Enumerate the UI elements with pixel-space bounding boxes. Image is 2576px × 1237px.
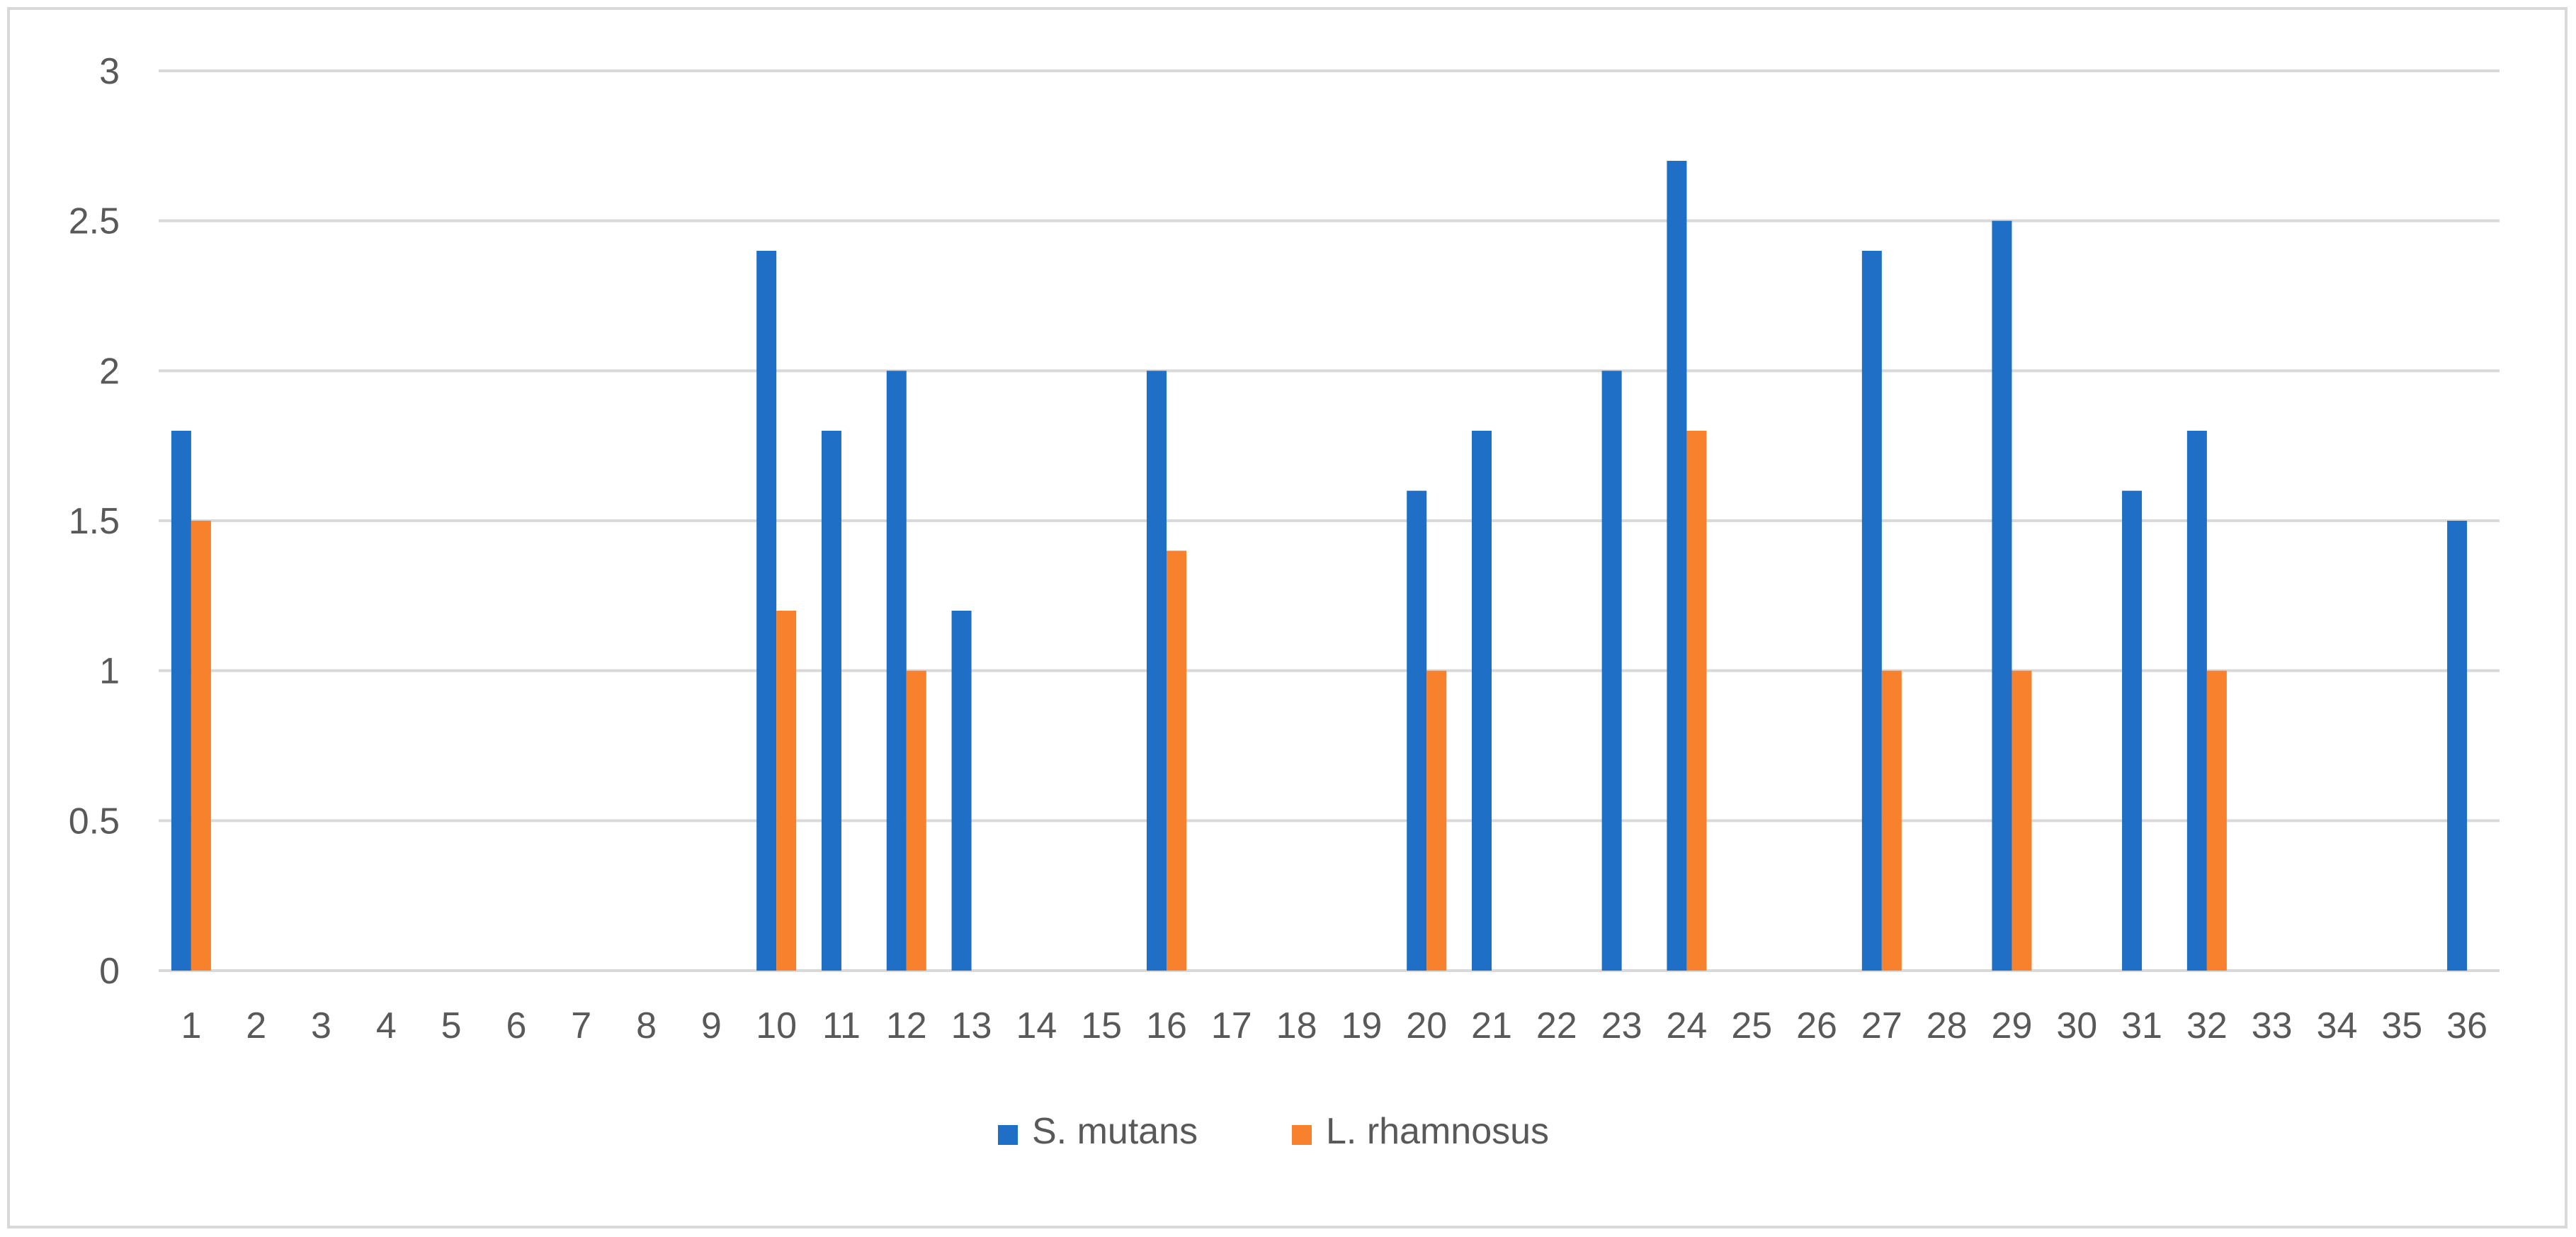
bar-s-mutans-27	[1861, 251, 1882, 971]
x-tick-label: 21	[1471, 1005, 1512, 1046]
legend-swatch-l-rhamnosus	[1292, 1125, 1312, 1145]
x-tick-label: 1	[181, 1005, 201, 1046]
x-tick-label: 3	[311, 1005, 331, 1046]
bar-l-rhamnosus-10	[776, 611, 797, 971]
bar-s-mutans-36	[2447, 521, 2468, 971]
x-tick-label: 19	[1341, 1005, 1382, 1046]
x-tick-label: 22	[1536, 1005, 1577, 1046]
x-tick-label: 12	[886, 1005, 927, 1046]
x-tick-label: 17	[1211, 1005, 1252, 1046]
x-tick-label: 27	[1861, 1005, 1902, 1046]
x-tick-label: 28	[1927, 1005, 1968, 1046]
bar-l-rhamnosus-20	[1426, 670, 1447, 971]
bar-l-rhamnosus-32	[2206, 670, 2227, 971]
bar-s-mutans-1	[171, 431, 191, 971]
legend-swatch-s-mutans	[998, 1125, 1018, 1145]
bar-s-mutans-32	[2186, 431, 2207, 971]
x-tick-label: 14	[1016, 1005, 1057, 1046]
bar-l-rhamnosus-27	[1881, 670, 1902, 971]
y-tick-label: 0.5	[69, 801, 120, 842]
legend-label-l-rhamnosus: L. rhamnosus	[1326, 1111, 1549, 1152]
x-axis-tick-labels: 1 2 3 4 5 6 7 8 9 10 11 12 13 14 15 16 17 18 19 20 21 22 23 24 2…	[181, 1005, 2487, 1046]
y-tick-label: 2	[99, 351, 120, 392]
gridlines	[159, 69, 2500, 972]
y-tick-label: 3	[99, 51, 120, 92]
bar-s-mutans-12	[886, 371, 907, 971]
x-tick-label: 24	[1667, 1005, 1708, 1046]
x-tick-label: 30	[2056, 1005, 2097, 1046]
x-tick-label: 35	[2381, 1005, 2422, 1046]
bar-s-mutans-10	[756, 251, 777, 971]
legend: S. mutans L. rhamnosus	[998, 1111, 1549, 1152]
bar-l-rhamnosus-24	[1686, 431, 1707, 971]
x-tick-label: 32	[2186, 1005, 2228, 1046]
bar-s-mutans-29	[1992, 220, 2012, 971]
x-tick-label: 31	[2121, 1005, 2162, 1046]
bar-s-mutans-24	[1667, 161, 1687, 971]
x-tick-label: 11	[822, 1005, 861, 1046]
x-tick-label: 8	[636, 1005, 657, 1046]
bar-s-mutans-16	[1146, 371, 1167, 971]
x-tick-label: 15	[1081, 1005, 1122, 1046]
bar-chart: 00.511.522.53 1 2 3 4 5 6 7 8 9 10 11 12 13 14 15 16 17 1…	[69, 51, 2500, 1152]
x-tick-label: 6	[506, 1005, 526, 1046]
x-tick-label: 18	[1276, 1005, 1317, 1046]
y-tick-label: 1.5	[69, 501, 120, 542]
x-tick-label: 13	[951, 1005, 992, 1046]
y-axis-tick-labels: 0 0.5 1 1.5 2 2.5 3	[69, 51, 120, 992]
bar-l-rhamnosus-16	[1166, 550, 1186, 971]
x-tick-label: 26	[1796, 1005, 1837, 1046]
x-tick-label: 4	[376, 1005, 397, 1046]
y-tick-label: 0	[99, 951, 120, 992]
x-tick-label: 33	[2252, 1005, 2293, 1046]
x-tick-label: 5	[441, 1005, 462, 1046]
legend-label-s-mutans: S. mutans	[1032, 1111, 1198, 1152]
x-tick-label: 20	[1406, 1005, 1447, 1046]
bar-l-rhamnosus-1	[191, 521, 211, 971]
y-tick-label: 1	[99, 651, 120, 692]
x-tick-label: 34	[2317, 1005, 2358, 1046]
bar-l-rhamnosus-29	[2012, 670, 2032, 971]
bar-s-mutans-31	[2122, 490, 2143, 971]
x-tick-label: 7	[571, 1005, 591, 1046]
bar-s-mutans-11	[821, 431, 841, 971]
chart-frame: 0 0.5 1 1.5 2 2.5 3 1 2 3 4 5 6 7 8 9 10 11 12 13 14 15 16 17 1…	[7, 7, 2568, 1228]
y-tick-label: 2.5	[69, 201, 120, 242]
bar-s-mutans-20	[1407, 490, 1427, 971]
bar-s-mutans-21	[1472, 431, 1492, 971]
x-tick-label: 10	[756, 1005, 797, 1046]
x-tick-label: 16	[1146, 1005, 1187, 1046]
x-tick-label: 36	[2446, 1005, 2487, 1046]
bar-s-mutans-13	[951, 611, 972, 971]
x-tick-label: 25	[1731, 1005, 1772, 1046]
x-tick-label: 2	[246, 1005, 266, 1046]
x-tick-label: 9	[701, 1005, 722, 1046]
x-tick-label: 23	[1601, 1005, 1642, 1046]
bar-s-mutans-23	[1601, 371, 1622, 971]
bar-l-rhamnosus-12	[906, 670, 926, 971]
bars	[171, 161, 2468, 971]
x-tick-label: 29	[1992, 1005, 2033, 1046]
